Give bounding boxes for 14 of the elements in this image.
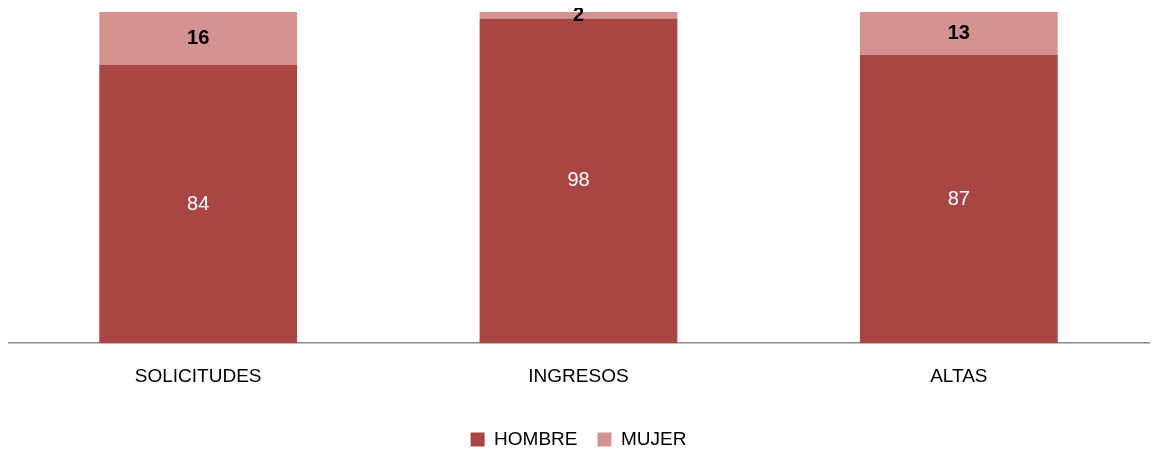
data-label: 13 <box>947 21 970 44</box>
data-label: 98 <box>567 168 590 191</box>
x-tick-label: INGRESOS <box>528 364 629 386</box>
data-label: 87 <box>947 186 970 209</box>
bar <box>99 12 298 65</box>
bar <box>859 12 1058 56</box>
data-label: 84 <box>187 191 210 214</box>
legend-label: HOMBRE <box>494 427 578 449</box>
x-tick-label: SOLICITUDES <box>134 364 262 386</box>
data-label: 16 <box>187 26 210 49</box>
bar <box>99 64 298 344</box>
x-tick-label: ALTAS <box>930 364 988 386</box>
bar <box>859 55 1058 344</box>
legend-label: MUJER <box>620 427 687 449</box>
